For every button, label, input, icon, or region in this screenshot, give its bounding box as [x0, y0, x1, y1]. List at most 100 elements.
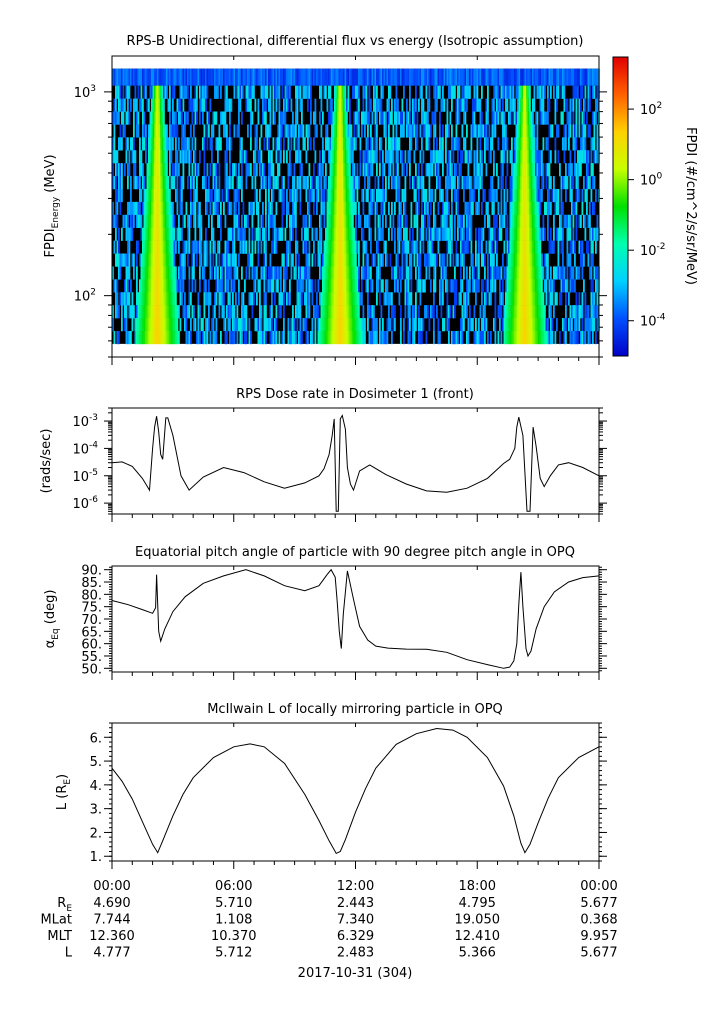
spectrogram-cell: [361, 227, 363, 241]
spectrogram-cell: [172, 240, 174, 254]
spectrogram-cell: [371, 150, 374, 164]
spectrogram-cell: [293, 163, 296, 177]
spectrogram-cell: [160, 240, 162, 254]
spectrogram-cell: [532, 188, 534, 203]
spectrogram-cell: [511, 150, 513, 164]
spectrogram-cell: [172, 292, 174, 306]
spectrogram-cell: [239, 318, 242, 332]
spectrogram-cell: [328, 188, 330, 203]
spectrogram-cell: [515, 305, 518, 319]
spectrogram-cell: [391, 68, 393, 86]
spectrogram-cell: [214, 305, 216, 319]
spectrogram-cell: [355, 266, 357, 280]
spectrogram-cell: [149, 227, 152, 241]
spectrogram-cell: [193, 98, 195, 112]
spectrogram-cell: [163, 137, 165, 151]
spectrogram-cell: [467, 163, 470, 177]
spectrogram-cell: [251, 240, 254, 254]
spectrogram-cell: [143, 201, 146, 216]
spectrogram-cell: [175, 68, 177, 86]
spectrogram-cell: [173, 279, 176, 293]
spectrogram-cell: [575, 214, 578, 228]
spectrogram-cell: [127, 240, 129, 254]
spectrogram-cell: [335, 137, 338, 151]
spectrogram-cell: [418, 188, 420, 203]
spectrogram-cell: [419, 253, 422, 267]
spectrogram-cell: [587, 150, 590, 164]
spectrogram-cell: [115, 253, 117, 267]
spectrogram-cell: [139, 188, 141, 203]
spectrogram-cell: [149, 124, 152, 138]
spectrogram-cell: [364, 318, 366, 332]
spectrogram-cell: [218, 214, 221, 228]
spectrogram-cell: [533, 150, 536, 164]
spectrogram-cell: [124, 318, 126, 332]
spectrogram-cell: [572, 214, 575, 228]
spectrogram-cell: [206, 188, 209, 203]
spectrogram-cell: [337, 227, 339, 241]
spectrogram-cell: [332, 214, 335, 228]
spectrogram-cell: [535, 137, 537, 151]
spectrogram-cell: [371, 279, 374, 293]
spectrogram-cell: [143, 266, 146, 280]
spectrogram-cell: [496, 266, 498, 280]
spectrogram-cell: [349, 240, 351, 254]
pitch-y-ticks: 90.85.80.75.70.65.60.55.50.: [81, 564, 607, 677]
spectrogram-cell: [233, 253, 236, 267]
spectrogram-cell: [344, 279, 347, 293]
spectrogram-cell: [422, 176, 425, 190]
spectrogram-cell: [313, 305, 315, 319]
spectrogram-cell: [139, 150, 141, 164]
spectrogram-cell: [136, 279, 138, 293]
spectrogram-cell: [487, 253, 489, 267]
spectrogram-cell: [254, 124, 257, 138]
spectrogram-cell: [437, 150, 440, 164]
spectrogram-cell: [281, 176, 284, 190]
spectrogram-cell: [449, 305, 452, 319]
spectrogram-cell: [157, 240, 159, 254]
spectrogram-cell: [592, 330, 594, 345]
spectrogram-cell: [319, 176, 321, 190]
spectrogram-cell: [136, 318, 138, 332]
spectrogram-cell: [194, 85, 197, 99]
spectrogram-cell: [328, 150, 330, 164]
spectrogram-cell: [446, 279, 449, 293]
spectrogram-cell: [464, 292, 467, 306]
spectrogram-cell: [257, 201, 260, 216]
spectrogram-cell: [203, 163, 206, 177]
spectrogram-cell: [254, 176, 257, 190]
spectrogram-cell: [557, 201, 560, 216]
spectrogram-cell: [181, 227, 183, 241]
spectrogram-cell: [473, 305, 476, 319]
spectrogram-cell: [371, 318, 374, 332]
spectrogram-cell: [533, 330, 536, 345]
spectrogram-cell: [505, 85, 507, 99]
spectrogram-cell: [523, 188, 525, 203]
spectrogram-cell: [239, 227, 242, 241]
spectrogram-cell: [470, 124, 473, 138]
spectrogram-cell: [454, 227, 456, 241]
spectrogram-cell: [259, 188, 261, 203]
spectrogram-cell: [437, 227, 440, 241]
spectrogram-cell: [115, 68, 117, 86]
spectrogram-cell: [512, 188, 515, 203]
spectrogram-cell: [343, 137, 345, 151]
spectrogram-cell: [152, 266, 155, 280]
spectrogram-cell: [572, 124, 575, 138]
spectrogram-cell: [337, 305, 339, 319]
spectrogram-cell: [299, 188, 302, 203]
spectrogram-cell: [542, 214, 545, 228]
spectrogram-cell: [592, 292, 594, 306]
spectrogram-cell: [568, 68, 570, 86]
spectrogram-cell: [226, 330, 228, 345]
spectrogram-cell: [155, 150, 158, 164]
spectrogram-cell: [514, 176, 516, 190]
spectrogram-cell: [142, 305, 144, 319]
spectrogram-cell: [521, 111, 524, 125]
spectrogram-cell: [305, 266, 308, 280]
spectrogram-cell: [592, 163, 594, 177]
spectrogram-cell: [439, 124, 441, 138]
spectrogram-cell: [268, 279, 270, 293]
spectrogram-cell: [329, 279, 332, 293]
spectrogram-cell: [526, 330, 528, 345]
